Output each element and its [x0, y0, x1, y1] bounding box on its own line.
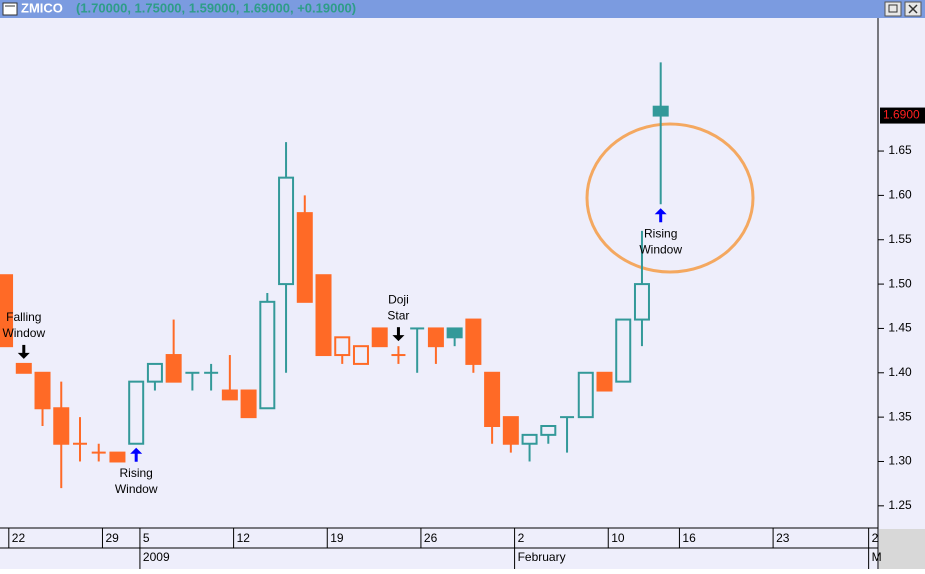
y-tick-label: 1.60 [888, 188, 912, 202]
y-tick-label: 1.35 [888, 409, 912, 423]
candle-body [315, 274, 332, 357]
candle-body [615, 318, 632, 383]
annotation-text: Falling [6, 310, 41, 324]
candle-body [34, 371, 51, 410]
candle-body [0, 274, 14, 348]
y-tick-label: 1.40 [888, 365, 912, 379]
annotation-text: Window [2, 326, 45, 340]
x-tick-label: 19 [330, 531, 344, 545]
candle-body [53, 407, 70, 445]
annotation-text: Doji [388, 292, 409, 306]
candle-body [633, 283, 650, 321]
annotation-arrowhead [130, 447, 143, 454]
candle-body [652, 105, 669, 117]
y-tick-label: 1.25 [888, 498, 912, 512]
restore-icon [888, 4, 898, 13]
candle-body [521, 433, 538, 445]
x-period-label: 2009 [143, 550, 170, 564]
candle-body [427, 327, 444, 348]
candle-body [146, 362, 163, 383]
candle-body [577, 371, 594, 419]
y-tick-label: 1.45 [888, 321, 912, 335]
x-tick-label: 16 [682, 531, 696, 545]
y-tick-label: 1.30 [888, 454, 912, 468]
window-icon [2, 2, 18, 16]
candle-body [465, 318, 482, 365]
candle-body [334, 336, 351, 357]
corner-box [879, 529, 925, 569]
candle-body [484, 371, 501, 428]
x-tick-label: 26 [424, 531, 438, 545]
x-tick-label: 10 [611, 531, 625, 545]
candle-body [165, 354, 182, 383]
candle-body [502, 416, 519, 445]
last-price-box [880, 107, 925, 124]
annotation-text: Rising [120, 466, 153, 480]
close-icon [908, 4, 918, 14]
x-tick-label: 29 [105, 531, 119, 545]
y-tick-label: 1.55 [888, 232, 912, 246]
symbol: ZMICO [21, 0, 63, 15]
x-period-label: February [518, 550, 566, 564]
restore-button[interactable] [884, 1, 902, 17]
annotation-arrowhead [392, 335, 405, 342]
annotation-text: Window [115, 482, 158, 496]
candle-body [296, 212, 313, 303]
x-tick-label: 2 [872, 531, 879, 545]
x-tick-label: 2 [518, 531, 525, 545]
candle-body [278, 176, 295, 286]
x-tick-label: 22 [12, 531, 26, 545]
y-tick-label: 1.65 [888, 143, 912, 157]
y-tick-label: 1.50 [888, 276, 912, 290]
candle-body [371, 327, 388, 348]
highlight-circle [585, 122, 755, 274]
x-period-label: M [872, 550, 882, 564]
annotation-arrowhead [17, 352, 30, 359]
candle-body [596, 371, 613, 392]
candle-body [240, 389, 257, 419]
quote: (1.70000, 1.75000, 1.59000, 1.69000, +0.… [76, 0, 356, 15]
candle-body [15, 362, 32, 374]
candle-body [446, 327, 463, 339]
candle-body [109, 451, 126, 463]
annotation-arrowhead [654, 208, 667, 215]
candle-body [259, 300, 276, 410]
candle-body [221, 389, 238, 401]
x-tick-label: 23 [776, 531, 790, 545]
x-tick-label: 12 [237, 531, 251, 545]
candle-body [352, 345, 369, 365]
candle-body [540, 425, 557, 436]
last-price-label: 1.6900 [883, 108, 920, 122]
annotation-text: Window [639, 242, 682, 256]
x-tick-label: 5 [143, 531, 150, 545]
candle-body [128, 380, 145, 445]
annotation-text: Star [387, 308, 409, 322]
title-bar [0, 0, 925, 18]
annotation-text: Rising [644, 226, 677, 240]
